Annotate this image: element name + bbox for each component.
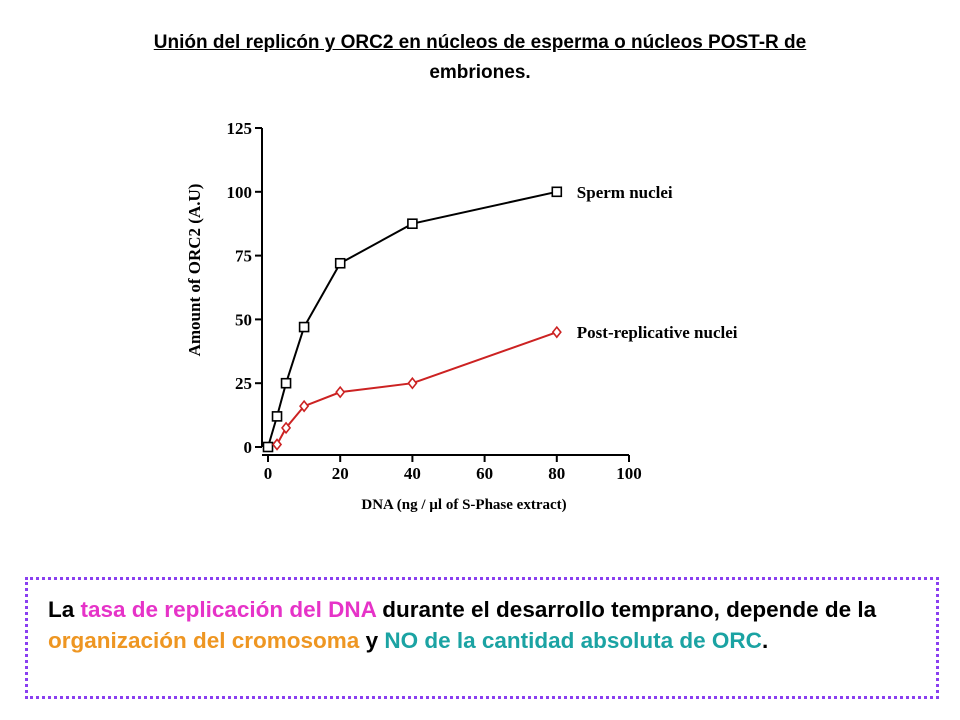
y-axis-label: Amount of ORC2 (A.U) (185, 184, 204, 357)
slide-title-line1: Unión del replicón y ORC2 en núcleos de … (153, 32, 807, 53)
conclusion-part-3: durante el desarrollo temprano, depende … (376, 597, 877, 622)
series-line-post-replicative-nuclei (276, 331, 558, 445)
point-sperm-nuclei-3 (298, 321, 310, 333)
conclusion-part-7: . (761, 628, 769, 653)
x-tick-label-40: 40 (404, 464, 421, 483)
x-tick-label-100: 100 (616, 464, 642, 483)
series-line-sperm-nuclei (267, 190, 558, 448)
y-tick-label-25: 25 (235, 374, 252, 393)
x-tick-label-20: 20 (332, 464, 349, 483)
point-post-replicative-nuclei-2 (299, 399, 310, 413)
y-tick-label-0: 0 (244, 438, 253, 457)
orc2-line-chart: 0 25 50 75 100 125 0 20 40 60 80 100 Sperm nuclei Po… (185, 119, 738, 513)
point-sperm-nuclei-2 (280, 377, 292, 389)
slide-title-line2: embriones. (429, 62, 531, 83)
chart-axes: 0 25 50 75 100 125 0 20 40 60 80 100 (227, 119, 642, 483)
x-axis-label: DNA (ng / µl of S-Phase extract) (361, 497, 566, 513)
y-tick-label-50: 50 (235, 310, 252, 329)
slide-title: Unión del replicón y ORC2 en núcleos de … (40, 28, 920, 88)
y-tick-label-125: 125 (227, 119, 253, 138)
point-post-replicative-nuclei-5 (551, 325, 562, 339)
x-tick-label-0: 0 (264, 464, 273, 483)
conclusion-box: La tasa de replicación del DNA durante e… (25, 577, 939, 699)
point-sperm-nuclei-5 (407, 218, 418, 229)
point-sperm-nuclei-0 (262, 441, 274, 453)
conclusion-part-5: y (359, 628, 385, 653)
point-post-replicative-nuclei-4 (407, 376, 418, 390)
y-tick-label-100: 100 (227, 183, 253, 202)
point-sperm-nuclei-6 (551, 186, 563, 198)
conclusion-highlight-rate: tasa de replicación del DNA (80, 597, 377, 622)
point-post-replicative-nuclei-3 (335, 385, 346, 399)
conclusion-text: La tasa de replicación del DNA durante e… (48, 594, 928, 656)
point-post-replicative-nuclei-0 (272, 438, 283, 451)
conclusion-highlight-orc: NO de la cantidad absoluta de ORC (384, 628, 762, 653)
point-post-replicative-nuclei-1 (281, 421, 292, 435)
x-tick-label-60: 60 (476, 464, 493, 483)
point-sperm-nuclei-4 (334, 257, 346, 269)
chart-series: Sperm nuclei Post-replicative nuclei (262, 183, 738, 453)
series-label-post-replicative-nuclei: Post-replicative nuclei (577, 323, 738, 342)
series-label-sperm-nuclei: Sperm nuclei (577, 183, 673, 202)
point-sperm-nuclei-1 (271, 411, 283, 422)
conclusion-highlight-organization: organización del cromosoma (48, 628, 360, 653)
x-tick-label-80: 80 (548, 464, 565, 483)
conclusion-part-1: La (48, 597, 81, 622)
y-tick-label-75: 75 (235, 247, 252, 266)
